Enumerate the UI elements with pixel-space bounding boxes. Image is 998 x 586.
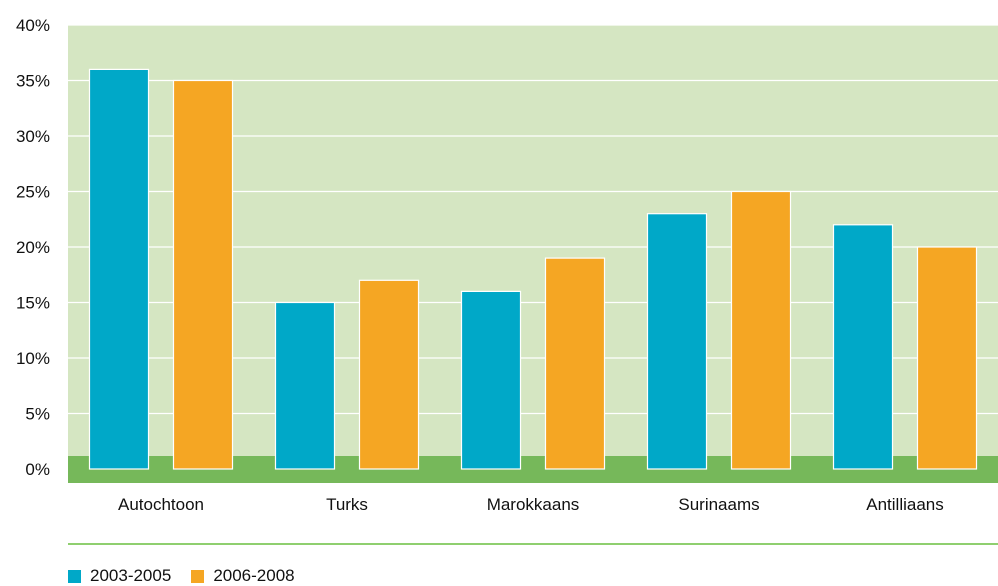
y-tick-label: 40% [16, 16, 50, 35]
y-tick-label: 25% [16, 183, 50, 202]
bar-1-surinaams [646, 213, 708, 470]
bar-1-marokkaans [460, 290, 522, 470]
bar-2-turks [358, 279, 420, 470]
x-category-label: Antilliaans [866, 495, 944, 514]
legend-label-series-1: 2003-2005 [90, 566, 172, 585]
bar-1-turks [274, 301, 336, 470]
legend-divider [68, 543, 998, 545]
legend-swatch-series-2 [191, 569, 205, 583]
legend-item-series-1: 2003-2005 [68, 566, 171, 586]
bars [88, 68, 978, 470]
y-tick-label: 0% [25, 460, 50, 479]
bar-1-antilliaans [832, 224, 894, 470]
y-tick-label: 30% [16, 127, 50, 146]
y-tick-label: 15% [16, 294, 50, 313]
x-category-label: Marokkaans [487, 495, 580, 514]
y-tick-label: 35% [16, 72, 50, 91]
x-category-label: Turks [326, 495, 368, 514]
bar-2-surinaams [730, 190, 792, 470]
x-category-label: Surinaams [678, 495, 759, 514]
bar-1-autochtoon [88, 68, 150, 470]
bar-2-marokkaans [544, 257, 606, 470]
y-tick-label: 5% [25, 405, 50, 424]
bar-2-antilliaans [916, 246, 978, 470]
x-category-label: Autochtoon [118, 495, 204, 514]
legend-swatch-series-1 [68, 569, 81, 583]
y-tick-label: 20% [16, 238, 50, 257]
legend-label-series-2: 2006-2008 [213, 566, 295, 585]
bar-2-autochtoon [172, 79, 234, 470]
y-axis-ticks: 0% 5% 10% 15% 20% 25% 30% 35% 40% [16, 16, 50, 479]
y-tick-label: 10% [16, 349, 50, 368]
legend: 2003-2005 2006-2008 [68, 566, 315, 586]
x-axis-labels: Autochtoon Turks Marokkaans Surinaams Antill… [118, 495, 944, 514]
legend-item-series-2: 2006-2008 [191, 566, 295, 586]
